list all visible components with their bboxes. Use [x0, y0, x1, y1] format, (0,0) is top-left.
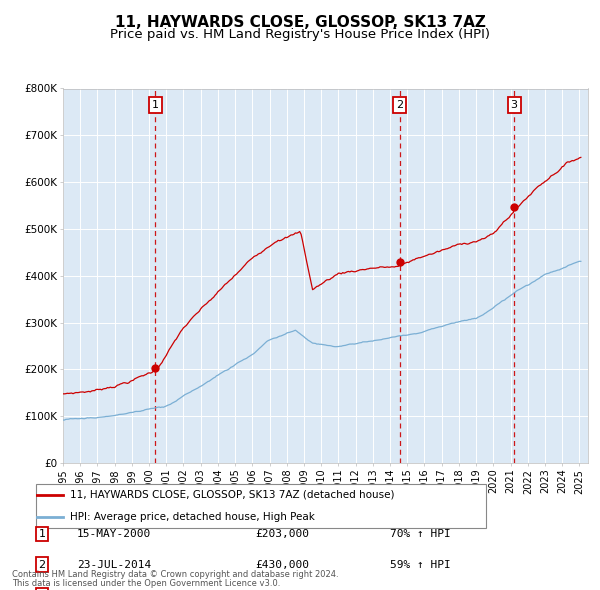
Text: 2: 2	[38, 560, 46, 569]
Text: 15-MAY-2000: 15-MAY-2000	[77, 529, 151, 539]
Text: 2: 2	[396, 100, 403, 110]
Text: 1: 1	[38, 529, 46, 539]
Text: This data is licensed under the Open Government Licence v3.0.: This data is licensed under the Open Gov…	[12, 579, 280, 588]
Text: 1: 1	[152, 100, 159, 110]
FancyBboxPatch shape	[36, 484, 486, 528]
Text: Contains HM Land Registry data © Crown copyright and database right 2024.: Contains HM Land Registry data © Crown c…	[12, 571, 338, 579]
Text: £203,000: £203,000	[255, 529, 309, 539]
Text: Price paid vs. HM Land Registry's House Price Index (HPI): Price paid vs. HM Land Registry's House …	[110, 28, 490, 41]
Text: 3: 3	[511, 100, 518, 110]
Text: 11, HAYWARDS CLOSE, GLOSSOP, SK13 7AZ: 11, HAYWARDS CLOSE, GLOSSOP, SK13 7AZ	[115, 15, 485, 30]
Text: £430,000: £430,000	[255, 560, 309, 569]
Text: 11, HAYWARDS CLOSE, GLOSSOP, SK13 7AZ (detached house): 11, HAYWARDS CLOSE, GLOSSOP, SK13 7AZ (d…	[70, 490, 394, 500]
Text: 70% ↑ HPI: 70% ↑ HPI	[389, 529, 451, 539]
Text: HPI: Average price, detached house, High Peak: HPI: Average price, detached house, High…	[70, 512, 314, 522]
Text: 59% ↑ HPI: 59% ↑ HPI	[389, 560, 451, 569]
Text: 23-JUL-2014: 23-JUL-2014	[77, 560, 151, 569]
